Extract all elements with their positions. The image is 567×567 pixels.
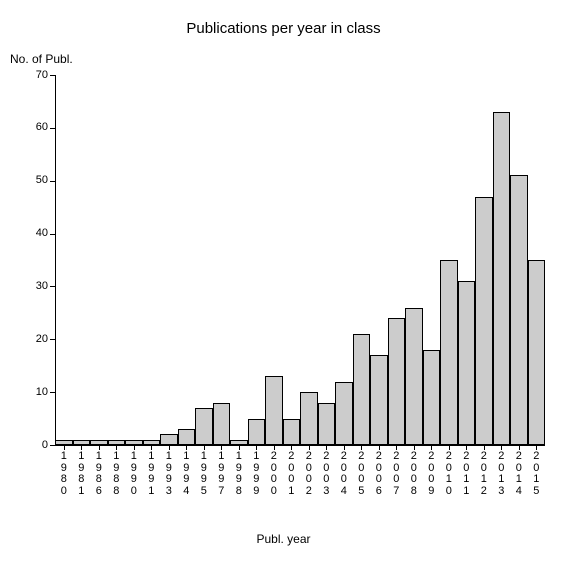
y-tick [50,181,55,182]
y-tick-label: 10 [20,386,48,398]
bar [423,350,441,445]
y-tick-label: 60 [20,121,48,133]
bar [160,434,178,445]
x-tick-label: 2003 [318,451,336,497]
bar [195,408,213,445]
bar [353,334,371,445]
bar [335,382,353,445]
y-axis-line [55,75,56,445]
bar [528,260,546,445]
y-tick-label: 0 [20,439,48,451]
x-tick-label: 1991 [143,451,161,497]
x-tick-label: 1998 [230,451,248,497]
y-tick [50,75,55,76]
x-tick-label: 2012 [475,451,493,497]
y-tick-label: 30 [20,280,48,292]
x-tick-label: 1990 [125,451,143,497]
y-tick [50,392,55,393]
bar [440,260,458,445]
bar [283,419,301,445]
y-tick [50,339,55,340]
x-axis-line [55,445,545,446]
x-tick-label: 2005 [353,451,371,497]
x-tick-label: 2013 [493,451,511,497]
y-tick [50,445,55,446]
bar [493,112,511,445]
x-tick-label: 1981 [73,451,91,497]
y-tick-label: 40 [20,227,48,239]
x-tick-label: 1997 [213,451,231,497]
x-axis-label: Publ. year [0,532,567,546]
x-tick-label: 2009 [423,451,441,497]
bar [265,376,283,445]
x-tick-label: 2008 [405,451,423,497]
bar [300,392,318,445]
bar [370,355,388,445]
y-tick [50,128,55,129]
x-tick-label: 2015 [528,451,546,497]
x-tick-label: 2001 [283,451,301,497]
chart-container: Publications per year in class No. of Pu… [0,0,567,567]
bar [388,318,406,445]
x-tick-label: 2002 [300,451,318,497]
y-axis-label: No. of Publ. [10,52,73,66]
x-tick-label: 2000 [265,451,283,497]
y-tick-label: 20 [20,333,48,345]
bar [178,429,196,445]
x-tick-label: 1995 [195,451,213,497]
x-tick-label: 2007 [388,451,406,497]
x-tick-label: 1980 [55,451,73,497]
x-tick-label: 1988 [108,451,126,497]
bar [475,197,493,445]
x-tick-label: 1993 [160,451,178,497]
x-tick-label: 2004 [335,451,353,497]
x-tick-label: 2011 [458,451,476,497]
bar [213,403,231,445]
bar [458,281,476,445]
chart-title: Publications per year in class [0,20,567,37]
y-tick-label: 70 [20,69,48,81]
x-tick-label: 1994 [178,451,196,497]
y-tick [50,234,55,235]
x-tick-label: 2010 [440,451,458,497]
y-tick-label: 50 [20,174,48,186]
bar [510,175,528,445]
x-tick-label: 1986 [90,451,108,497]
bar [248,419,266,445]
x-tick-label: 2014 [510,451,528,497]
x-tick-label: 2006 [370,451,388,497]
bar [318,403,336,445]
x-tick-label: 1999 [248,451,266,497]
bar [405,308,423,445]
y-tick [50,286,55,287]
